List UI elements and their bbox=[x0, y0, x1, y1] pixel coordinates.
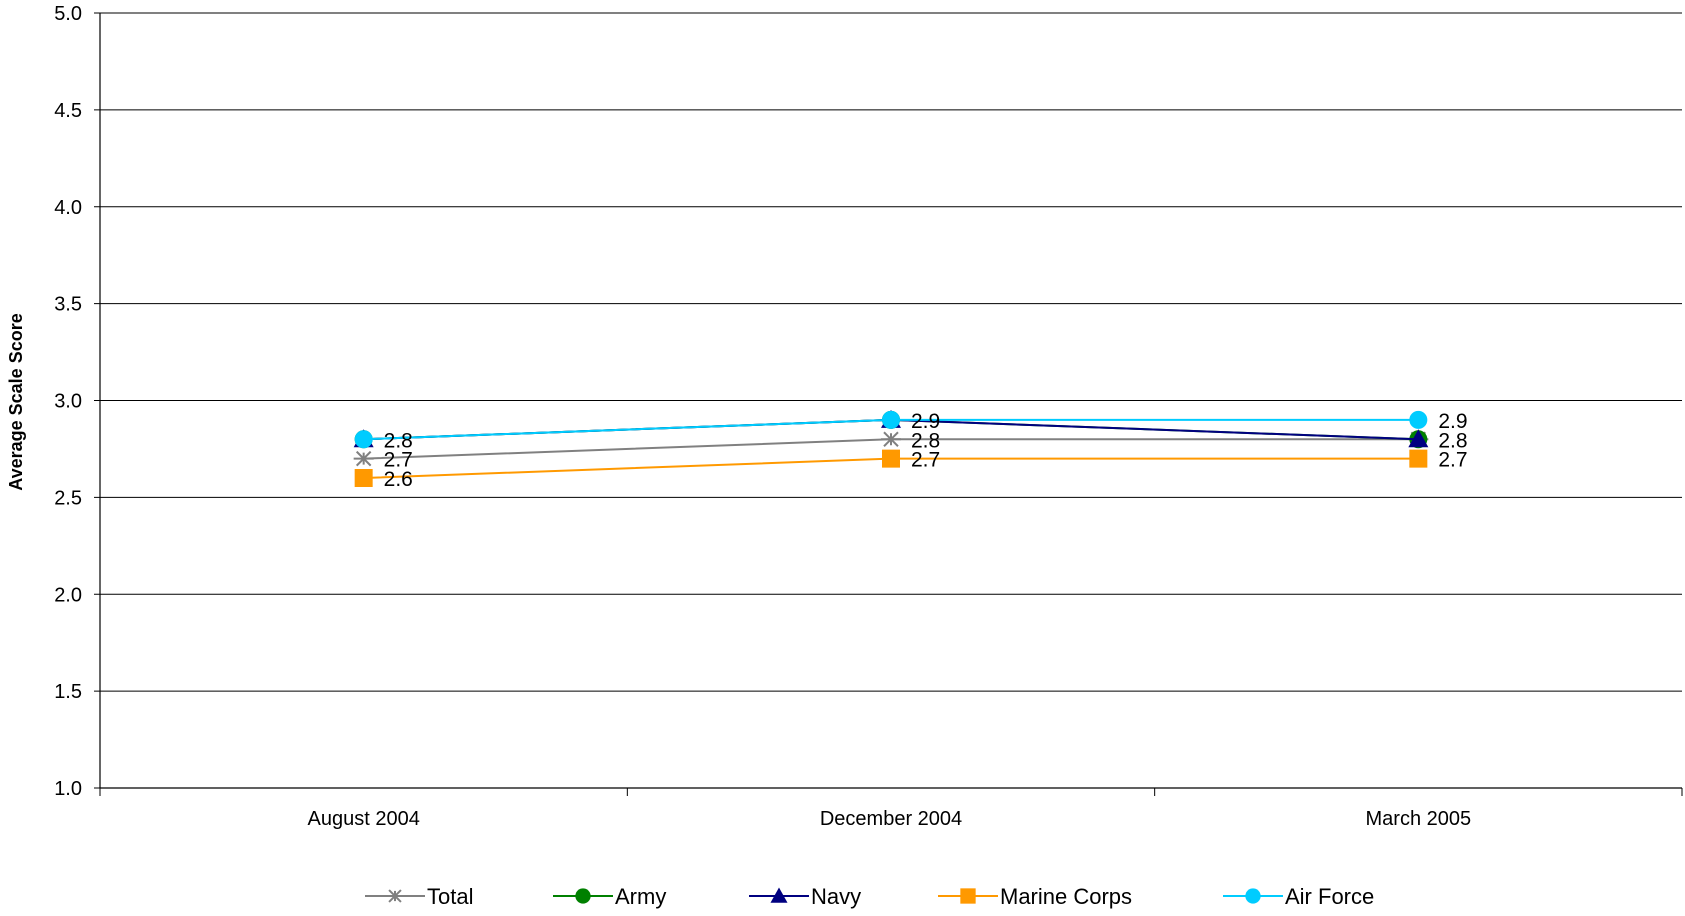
series-air-force bbox=[354, 410, 1428, 449]
data-label: 2.9 bbox=[911, 410, 940, 433]
marker-circle bbox=[575, 888, 591, 904]
marker-square bbox=[354, 469, 373, 487]
data-label: 2.6 bbox=[384, 468, 413, 491]
marker-asterisk bbox=[353, 450, 374, 467]
legend: Total Army Navy Marine Corps Air Force bbox=[365, 884, 1374, 909]
legend-label: Total bbox=[427, 884, 473, 909]
marker-circle bbox=[882, 410, 900, 429]
legend-item-total: Total bbox=[365, 884, 473, 909]
axes: 1.0 1.5 2.0 2.5 3.0 3.5 4.0 4.5 5.0 August 2004 De… bbox=[54, 3, 1683, 830]
x-tick-label: August 2004 bbox=[308, 808, 420, 830]
marker-asterisk bbox=[881, 431, 901, 447]
legend-label: Air Force bbox=[1285, 884, 1374, 909]
x-tick-label: March 2005 bbox=[1366, 808, 1472, 830]
x-tick-label: December 2004 bbox=[820, 808, 962, 830]
legend-item-air-force: Air Force bbox=[1223, 884, 1374, 909]
y-tick-label: 3.5 bbox=[54, 294, 82, 316]
data-label: 2.8 bbox=[911, 429, 940, 452]
marker-circle bbox=[354, 430, 373, 449]
legend-label: Navy bbox=[811, 884, 861, 909]
marker-square bbox=[1409, 449, 1428, 468]
legend-label: Army bbox=[615, 884, 666, 909]
legend-label: Marine Corps bbox=[1000, 884, 1132, 909]
y-tick-label: 1.0 bbox=[54, 778, 82, 800]
series-marine-corps bbox=[354, 449, 1428, 487]
y-tick-label: 4.5 bbox=[54, 100, 82, 122]
marker-square bbox=[960, 888, 976, 904]
y-tick-label: 5.0 bbox=[54, 3, 82, 25]
y-tick-label: 3.0 bbox=[54, 391, 82, 413]
legend-item-marine-corps: Marine Corps bbox=[938, 884, 1132, 909]
y-tick-label: 2.5 bbox=[54, 487, 82, 509]
data-label: 2.9 bbox=[1438, 410, 1467, 433]
y-axis-label: Average Scale Score bbox=[6, 313, 26, 490]
data-label: 2.7 bbox=[1438, 449, 1467, 472]
gridlines bbox=[100, 12, 1682, 789]
data-labels: 2.72.8 2.82.62.7 2.72.82.9 2.9 bbox=[384, 410, 1468, 491]
marker-asterisk bbox=[386, 889, 404, 903]
data-label: 2.7 bbox=[911, 449, 940, 472]
y-tick-label: 2.0 bbox=[54, 584, 82, 606]
series bbox=[353, 409, 1429, 487]
marker-circle bbox=[1409, 410, 1428, 429]
data-label: 2.8 bbox=[384, 429, 413, 452]
legend-item-navy: Navy bbox=[749, 884, 861, 909]
marker-triangle bbox=[1408, 429, 1429, 448]
legend-item-army: Army bbox=[553, 884, 666, 909]
y-tick-label: 4.0 bbox=[54, 197, 82, 219]
y-tick-label: 1.5 bbox=[54, 681, 82, 703]
data-label: 2.7 bbox=[384, 449, 413, 472]
marker-square bbox=[882, 449, 900, 468]
data-label: 2.8 bbox=[1438, 429, 1467, 452]
marker-circle bbox=[1245, 888, 1261, 904]
marker-triangle bbox=[770, 887, 788, 903]
